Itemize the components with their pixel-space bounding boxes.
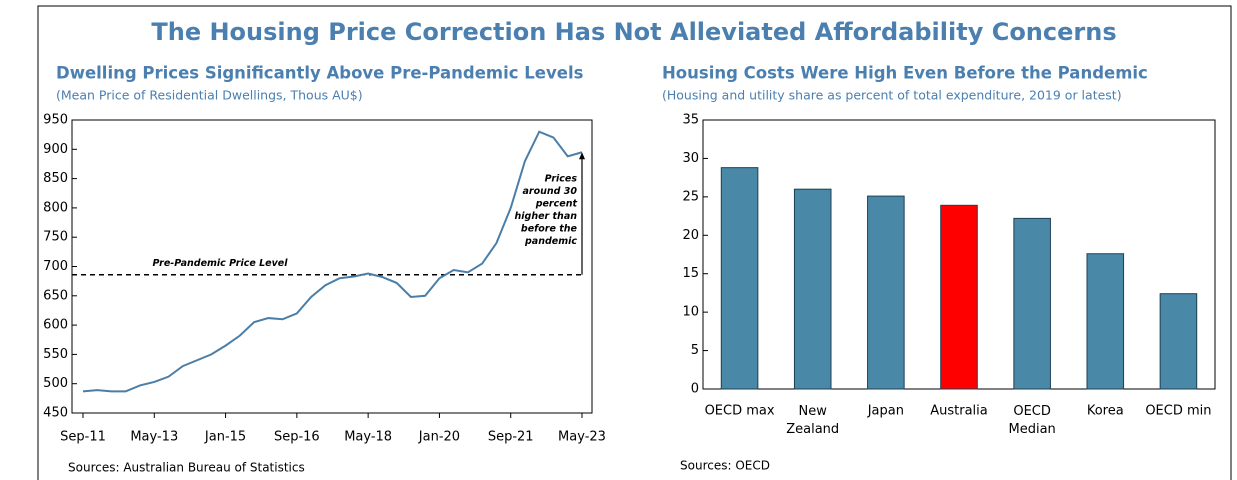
x-tick-label: OECD max	[705, 404, 775, 419]
reference-label: Pre-Pandemic Price Level	[153, 258, 289, 269]
annotation: pandemic	[524, 236, 577, 247]
y-tick-label: 25	[682, 189, 699, 204]
y-tick-label: 20	[682, 228, 699, 243]
x-tick-label: Sep-16	[274, 430, 320, 445]
bar	[867, 195, 905, 390]
annotation: higher than	[515, 211, 578, 222]
bar	[940, 204, 978, 390]
x-tick-label: Sep-21	[488, 430, 534, 445]
bar	[720, 167, 759, 390]
y-tick-label: 450	[43, 406, 68, 421]
x-tick-label: May-13	[130, 430, 178, 445]
x-tick-label: Korea	[1087, 404, 1124, 419]
chart-title: Dwelling Prices Significantly Above Pre-…	[56, 64, 584, 83]
bar	[793, 188, 832, 390]
plot-frame	[71, 119, 593, 414]
annotation: Prices	[545, 174, 578, 185]
x-tick-label: New Zealand	[786, 404, 839, 437]
source: Sources: Australian Bureau of Statistics	[68, 461, 305, 475]
y-tick-label: 700	[43, 259, 68, 274]
annotation: around 30	[523, 186, 578, 197]
chart-subtitle: (Mean Price of Residential Dwellings, Th…	[56, 88, 363, 103]
y-tick-label: 15	[682, 266, 699, 281]
bar	[1159, 293, 1198, 390]
chart-title: Housing Costs Were High Even Before the …	[662, 64, 1148, 83]
annotation: before the	[521, 224, 578, 235]
y-tick-label: 550	[43, 347, 68, 362]
bar	[1013, 217, 1051, 390]
y-tick-label: 850	[43, 171, 68, 186]
chart-subtitle: (Housing and utility share as percent of…	[662, 88, 1122, 103]
figure-title: The Housing Price Correction Has Not All…	[151, 18, 1116, 46]
y-tick-label: 750	[43, 230, 68, 245]
x-tick-label: May-18	[344, 430, 392, 445]
x-tick-label: OECD min	[1145, 404, 1211, 419]
x-tick-label: May-23	[558, 430, 606, 445]
y-tick-label: 35	[682, 113, 699, 128]
y-tick-label: 650	[43, 288, 68, 303]
x-tick-label: Australia	[930, 404, 988, 419]
y-tick-label: 900	[43, 142, 68, 157]
source: Sources: OECD	[680, 459, 770, 473]
bar	[1086, 253, 1125, 390]
annotation: percent	[535, 199, 578, 210]
y-tick-label: 0	[691, 382, 699, 397]
y-tick-label: 10	[682, 305, 699, 320]
y-tick-label: 600	[43, 318, 68, 333]
x-tick-label: OECD Median	[1008, 404, 1055, 437]
x-tick-label: Japan	[867, 404, 904, 419]
x-tick-label: Sep-11	[60, 430, 106, 445]
x-tick-label: Jan-15	[204, 430, 246, 445]
y-tick-label: 950	[43, 113, 68, 128]
y-tick-label: 800	[43, 200, 68, 215]
x-tick-label: Jan-20	[418, 430, 460, 445]
frame	[37, 5, 1232, 480]
line	[82, 130, 583, 393]
y-tick-label: 5	[691, 343, 699, 358]
y-tick-label: 30	[682, 151, 699, 166]
arrow-head	[579, 152, 585, 160]
y-tick-label: 500	[43, 376, 68, 391]
